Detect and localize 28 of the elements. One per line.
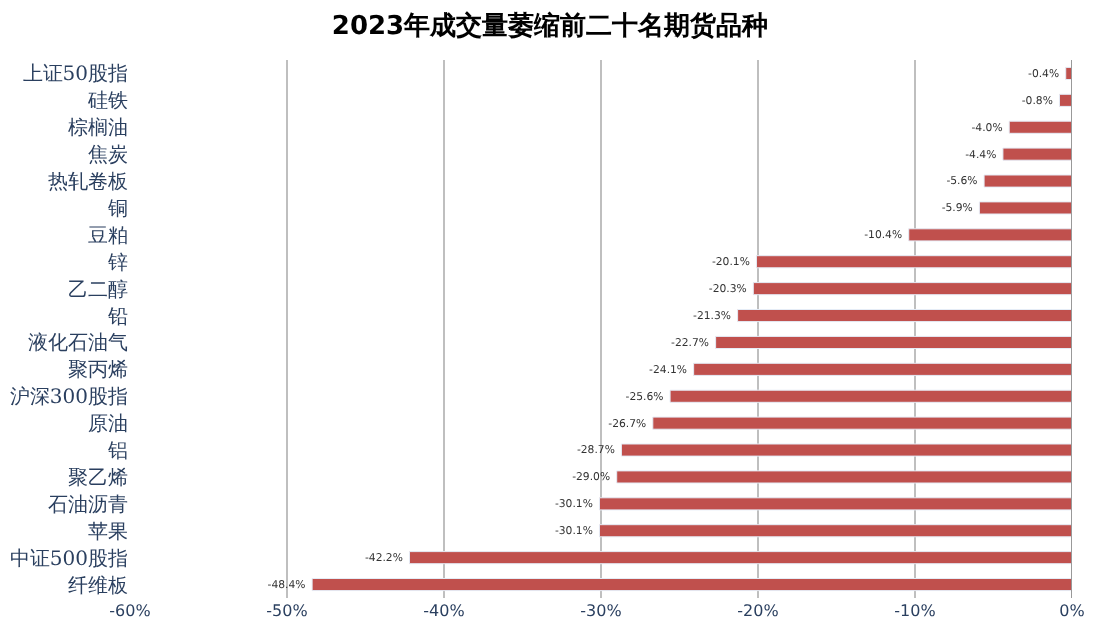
y-tick-label: 乙二醇 [68,277,128,302]
y-tick-label: 铜 [106,198,128,221]
x-tick-label: -60% [109,602,152,620]
y-tick-label: 棕榈油 [68,116,128,141]
y-tick-label: 聚丙烯 [68,358,128,383]
y-tick-label: 沪深300股指 [9,385,128,410]
y-tick-label: 硅铁 [86,89,128,114]
y-tick-label: 液化石油气 [28,331,128,356]
x-tick-label: -50% [266,602,309,620]
y-tick-label: 苹果 [88,519,128,544]
x-tick-label: -40% [423,602,466,620]
chart-title: 2023年成交量萎缩前二十名期货品种 [331,10,769,43]
x-tick-label: -20% [737,602,780,620]
y-tick-label: 中证500股指 [9,546,128,571]
x-tick-label: 0% [1059,602,1086,620]
y-tick-label: 焦炭 [88,143,128,168]
y-tick-label: 上证50股指 [22,62,128,87]
x-tick-label: -30% [580,602,623,620]
y-tick-label: 铝 [106,441,128,464]
y-tick-label: 豆粕 [88,225,128,248]
x-tick-label: -10% [894,602,937,620]
y-tick-label: 铅 [106,306,128,329]
y-tick-label: 纤维板 [68,573,128,598]
y-tick-label: 锌 [106,250,128,275]
y-tick-label: 石油沥青 [48,492,128,517]
y-tick-label: 聚乙烯 [68,465,128,490]
y-tick-label: 热轧卷板 [48,170,128,195]
y-tick-label: 原油 [88,412,128,437]
